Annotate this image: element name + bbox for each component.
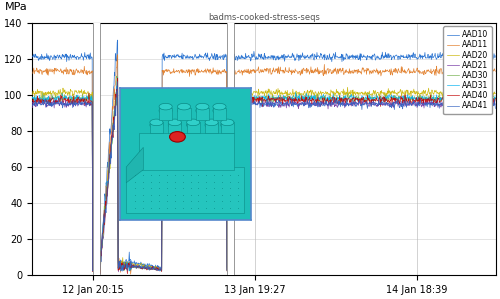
AAD40 [114,76,120,80]
AAD40 [30,99,36,102]
AAD41 [392,108,398,112]
Legend: AAD10, AAD11, AAD20, AAD21, AAD30, AAD31, AAD40, AAD41: AAD10, AAD11, AAD20, AAD21, AAD30, AAD31… [444,26,492,114]
AAD20 [114,76,120,80]
AAD40 [234,95,240,99]
AAD31 [218,95,224,98]
AAD20 [76,92,82,95]
AAD11 [348,70,354,74]
Line: AAD40: AAD40 [32,78,495,274]
AAD20 [94,269,100,273]
AAD11 [30,71,36,75]
AAD30 [30,95,36,99]
Line: AAD41: AAD41 [32,82,495,272]
AAD40 [76,97,82,101]
AAD40 [492,97,498,100]
AAD21 [234,103,240,106]
AAD11 [400,69,406,72]
AAD21 [492,102,498,106]
AAD20 [400,91,406,95]
Title: badms-cooked-stress-seqs: badms-cooked-stress-seqs [208,13,320,22]
AAD20 [492,91,498,95]
AAD40 [97,272,103,276]
AAD10 [217,54,223,57]
AAD21 [218,101,224,104]
AAD31 [392,96,398,100]
AAD30 [218,97,224,101]
AAD20 [30,93,36,97]
Line: AAD31: AAD31 [32,78,495,272]
AAD11 [76,71,82,75]
AAD21 [114,85,120,88]
AAD41 [30,103,36,107]
AAD10 [30,54,36,58]
Line: AAD20: AAD20 [32,78,495,271]
AAD41 [114,80,120,83]
AAD31 [492,96,498,100]
AAD20 [392,88,398,92]
AAD41 [400,107,406,111]
Line: AAD30: AAD30 [32,76,495,272]
AAD11 [128,272,134,276]
AAD40 [392,99,398,102]
AAD10 [392,57,398,61]
AAD20 [218,90,224,93]
AAD30 [392,98,398,102]
Bar [227,23,234,275]
AAD41 [76,101,82,104]
AAD21 [348,101,354,105]
AAD30 [234,94,240,98]
AAD10 [76,56,82,59]
AAD41 [218,104,224,107]
AAD21 [116,270,121,274]
AAD21 [392,101,398,105]
AAD30 [400,99,406,102]
AAD41 [234,102,240,106]
AAD41 [492,107,498,110]
AAD10 [348,54,354,57]
AAD10 [234,59,240,62]
AAD31 [114,76,120,80]
AAD30 [348,98,354,101]
AAD10 [492,54,498,58]
Line: AAD21: AAD21 [32,86,495,272]
AAD11 [234,70,240,74]
AAD20 [348,91,354,94]
AAD40 [348,100,354,103]
Text: MPa: MPa [4,2,28,12]
AAD30 [492,97,498,100]
AAD31 [30,96,36,100]
Line: AAD10: AAD10 [32,40,495,270]
AAD10 [229,268,235,272]
AAD21 [400,100,406,104]
AAD31 [234,100,240,104]
AAD30 [96,270,102,274]
AAD40 [218,96,224,99]
AAD31 [348,93,354,96]
AAD11 [114,53,120,57]
AAD40 [400,101,406,105]
AAD10 [114,38,120,42]
AAD31 [76,100,82,103]
Line: AAD11: AAD11 [32,55,495,274]
AAD31 [96,270,102,274]
AAD41 [348,103,354,106]
AAD21 [30,106,36,109]
AAD31 [400,95,406,98]
AAD11 [218,70,224,74]
AAD20 [234,92,240,96]
Bar [92,23,100,275]
AAD30 [114,74,119,78]
AAD30 [76,98,82,101]
AAD10 [400,55,406,59]
AAD11 [392,70,398,74]
AAD41 [96,271,102,274]
AAD21 [76,100,82,103]
AAD11 [492,69,498,73]
